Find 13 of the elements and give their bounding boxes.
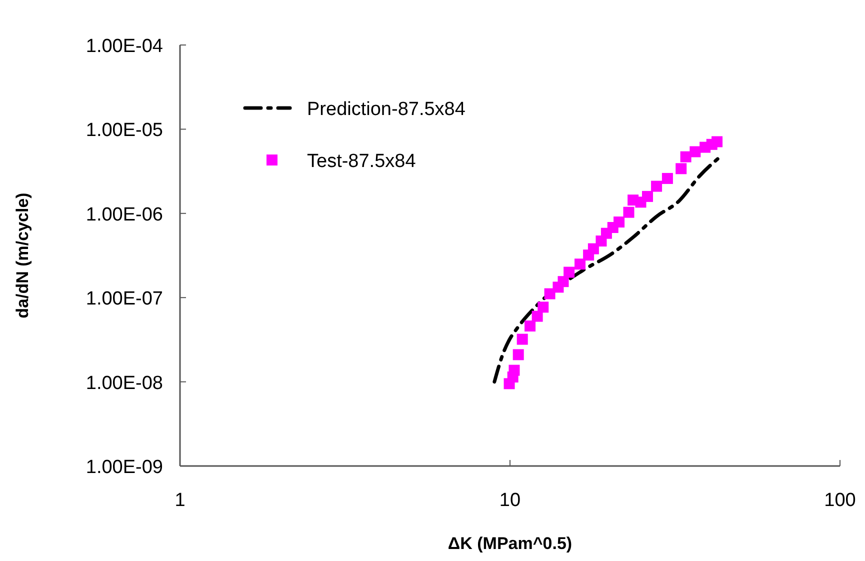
y-tick-label: 1.00E-09 — [86, 457, 163, 478]
x-tick-label: 100 — [824, 490, 856, 511]
legend-label: Prediction-87.5x84 — [307, 99, 466, 120]
x-tick-label: 10 — [499, 490, 521, 511]
y-tick-label: 1.00E-04 — [86, 36, 164, 57]
y-tick-label: 1.00E-05 — [86, 120, 163, 142]
legend-label: Test-87.5x84 — [307, 151, 416, 172]
x-axis-title: ΔK (MPam^0.5) — [448, 534, 572, 553]
y-tick-label: 1.00E-06 — [86, 204, 163, 226]
y-tick-label: 1.00E-07 — [86, 288, 163, 310]
y-axis-title: da/dN (m/cycle) — [13, 192, 32, 318]
y-tick-label: 1.00E-08 — [86, 372, 163, 394]
x-tick-label: 1 — [174, 490, 186, 511]
